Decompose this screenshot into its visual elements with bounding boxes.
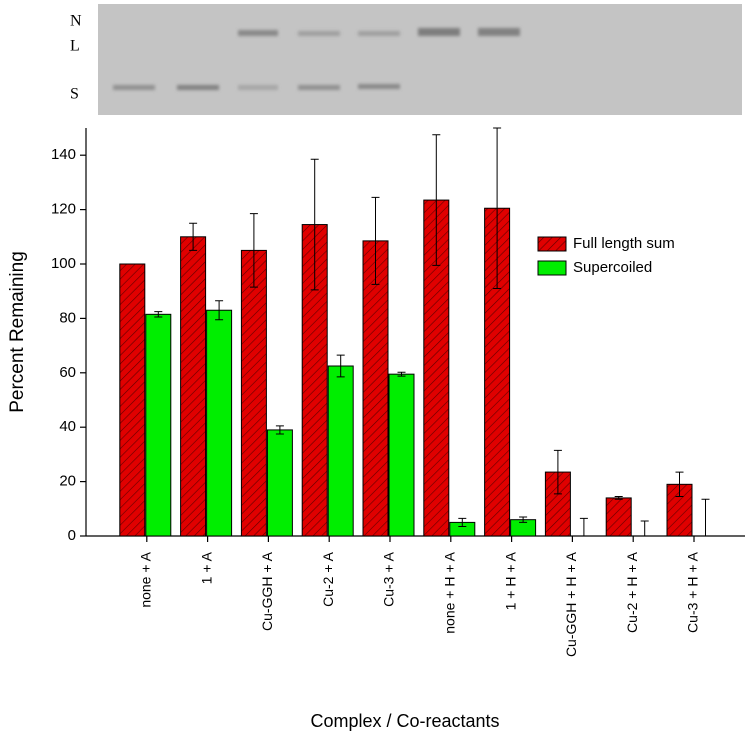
x-tick-label: 1 + H + A (502, 551, 518, 610)
legend-swatch (537, 236, 567, 252)
error-bar (614, 496, 623, 500)
error-bar (640, 520, 649, 536)
legend-label: Full length sum (573, 235, 675, 252)
x-tick-label: none + H + A (442, 551, 458, 633)
y-tick-label: 100 (51, 255, 76, 272)
error-bar (493, 127, 502, 289)
gel-label: S (70, 86, 79, 103)
x-tick-label: Cu-3 + H + A (685, 551, 701, 633)
bar (206, 309, 233, 537)
legend-label: Supercoiled (573, 259, 652, 276)
bar (266, 429, 293, 537)
error-bar (675, 471, 684, 498)
error-bar (215, 300, 224, 321)
gel-label: N (70, 13, 82, 30)
bar (605, 497, 632, 537)
y-axis-label: Percent Remaining (7, 251, 28, 413)
error-bar (336, 354, 345, 378)
error-bar (189, 222, 198, 251)
gel-image: N L S (70, 4, 742, 115)
bar (119, 263, 146, 537)
y-tick-label: 140 (51, 146, 76, 163)
gel-label: L (70, 38, 80, 55)
error-bar (397, 371, 406, 377)
bar (145, 313, 172, 537)
error-bar (275, 425, 284, 435)
error-bar (701, 498, 710, 536)
x-tick-label: 1 + A (198, 551, 214, 584)
x-axis-label: Complex / Co-reactants (310, 711, 499, 731)
x-tick-label: Cu-3 + A (381, 551, 397, 607)
error-bar (579, 517, 588, 536)
error-bar (310, 158, 319, 291)
bar (362, 240, 389, 537)
y-tick-label: 0 (68, 527, 76, 544)
error-bar (371, 196, 380, 285)
x-tick-label: none + A (138, 551, 154, 607)
y-tick-label: 20 (59, 473, 76, 490)
y-tick-label: 120 (51, 201, 76, 218)
bar (180, 236, 207, 537)
bar (240, 249, 267, 537)
x-tick-label: Cu-2 + H + A (624, 551, 640, 633)
error-bar (553, 449, 562, 495)
error-bar (458, 517, 467, 527)
x-tick-label: Cu-GGH + A (259, 551, 275, 631)
y-tick-label: 60 (59, 364, 76, 381)
x-tick-label: Cu-2 + A (320, 551, 336, 607)
y-tick-label: 80 (59, 309, 76, 326)
bar (388, 373, 415, 537)
y-tick-label: 40 (59, 418, 76, 435)
error-bar (154, 311, 163, 318)
error-bar (519, 516, 528, 523)
bar (327, 365, 354, 537)
error-bar (432, 134, 441, 266)
legend-swatch (537, 260, 567, 276)
x-tick-label: Cu-GGH + H + A (563, 551, 579, 657)
error-bar (249, 213, 258, 288)
